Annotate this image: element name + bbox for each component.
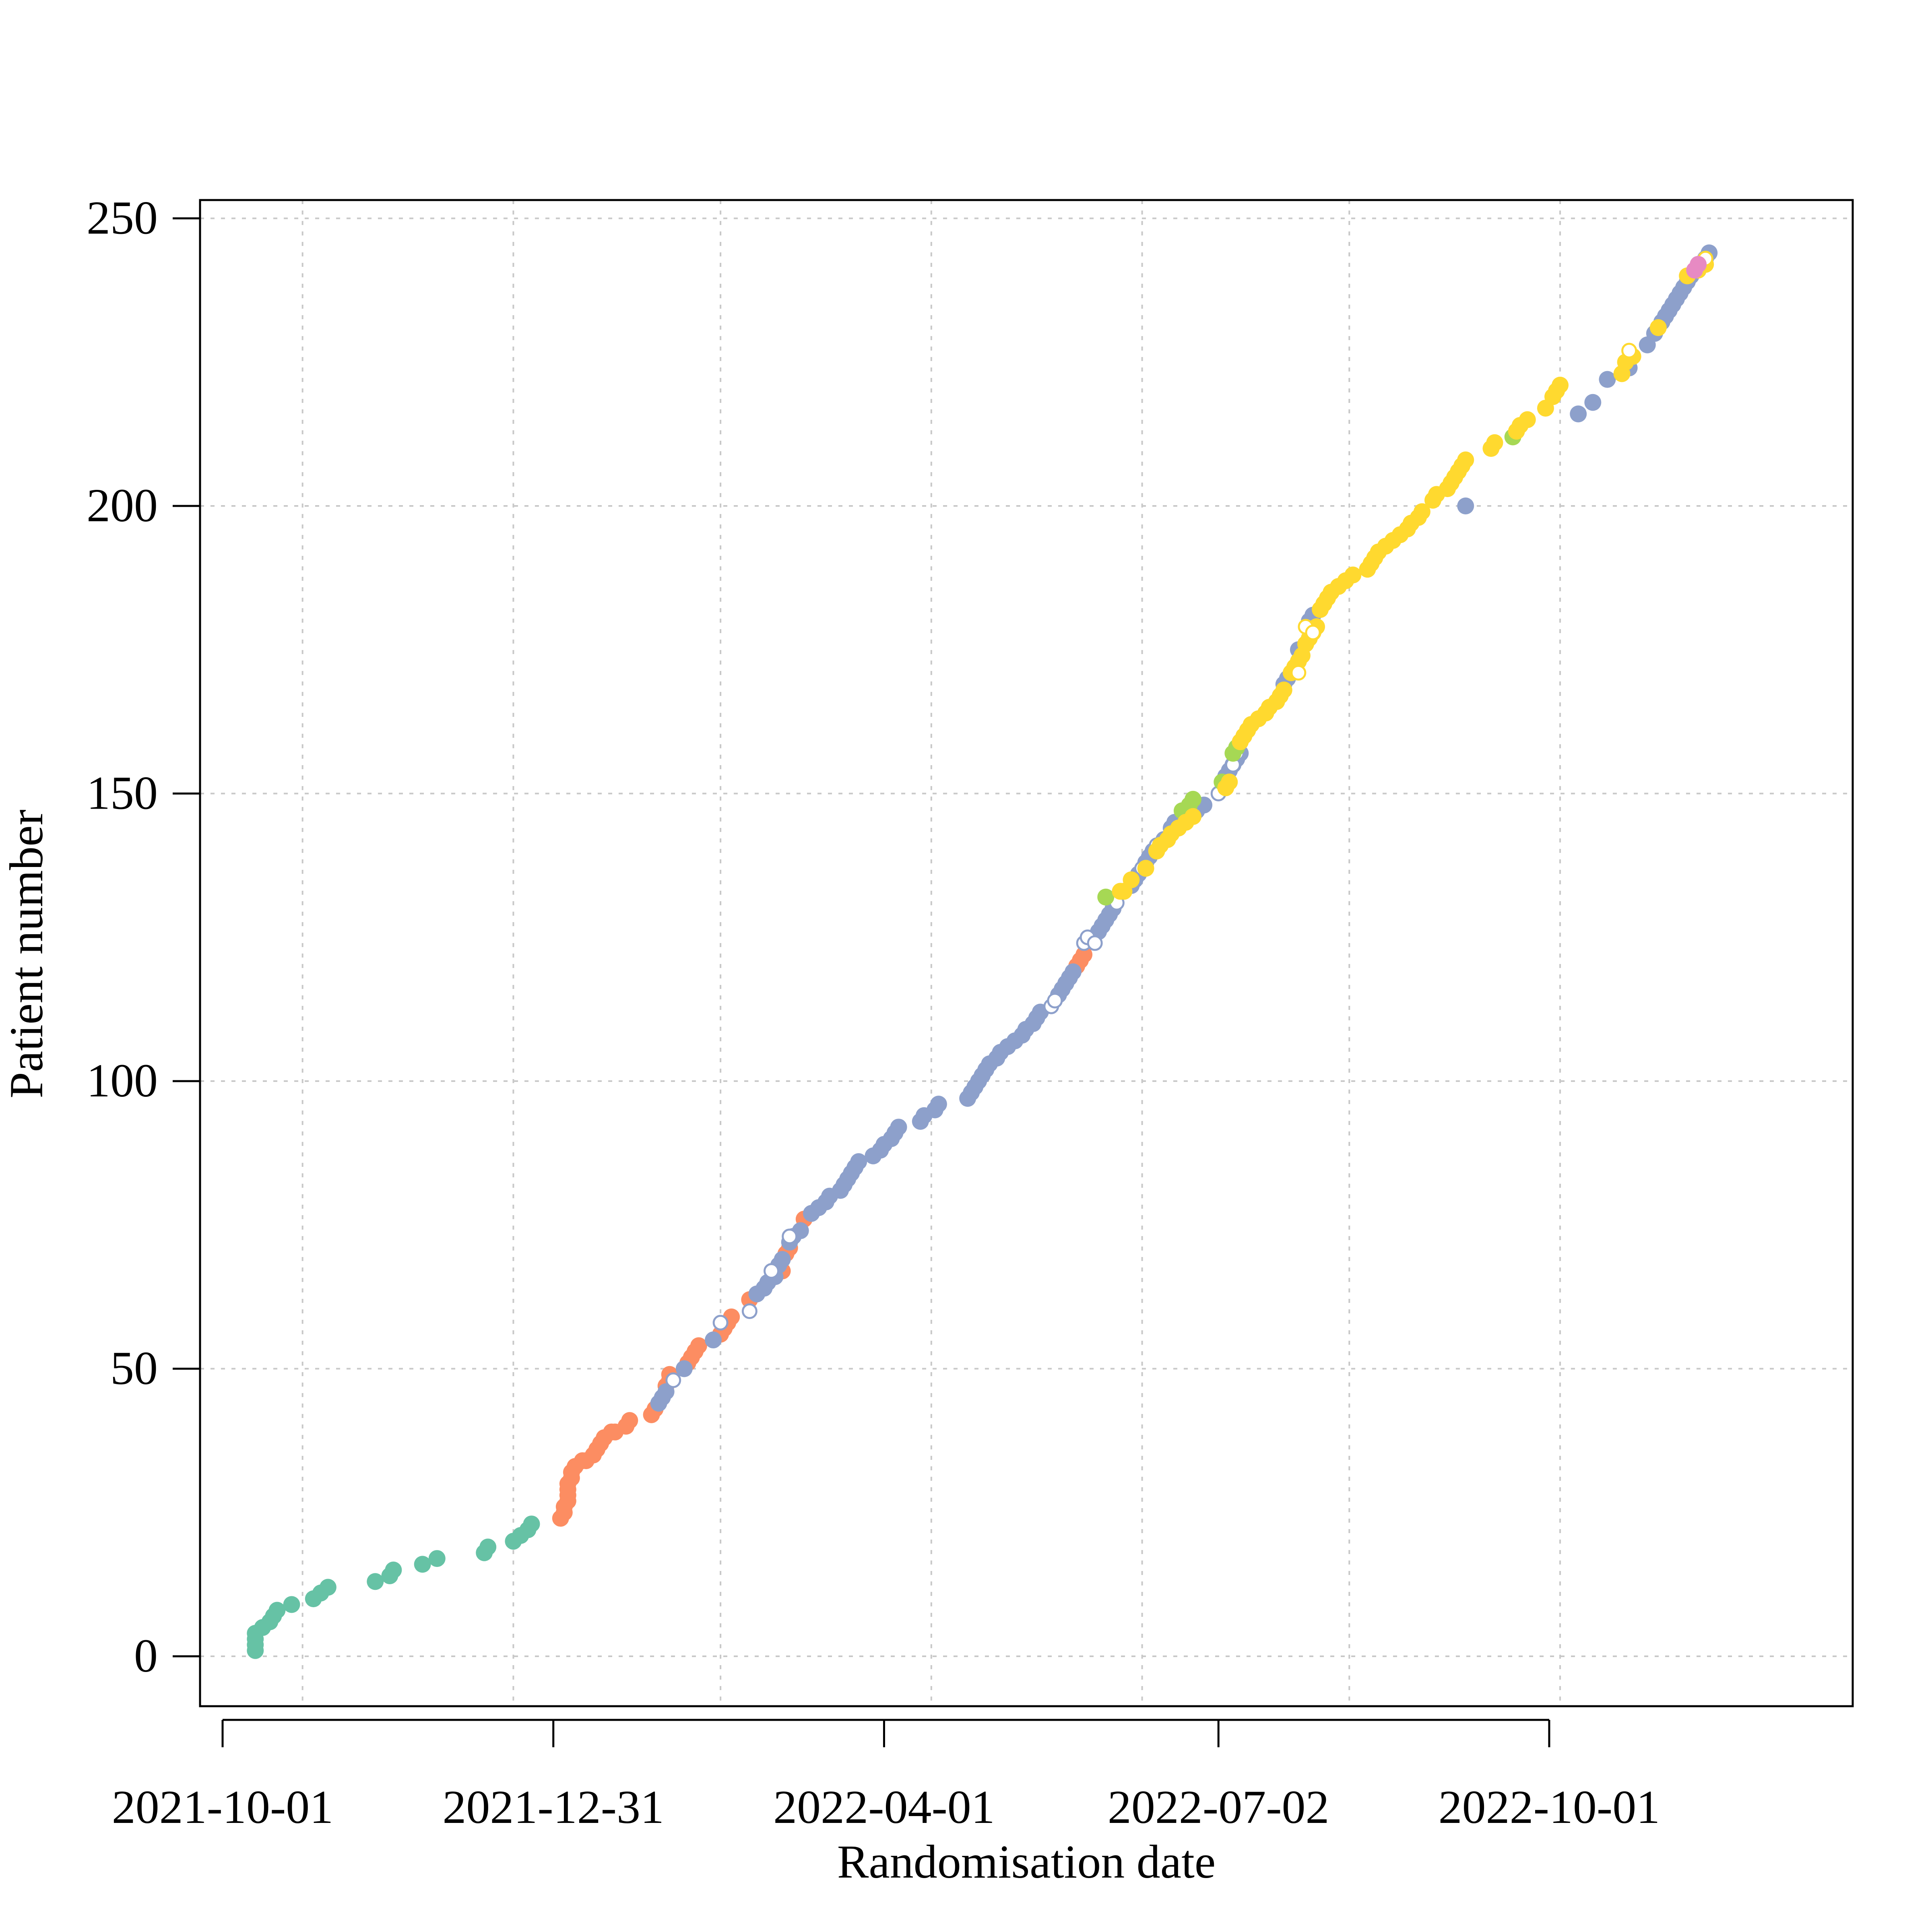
data-point bbox=[621, 1412, 638, 1429]
data-point bbox=[268, 1602, 286, 1619]
data-point bbox=[774, 1251, 791, 1268]
data-point bbox=[319, 1579, 336, 1596]
data-point bbox=[712, 1315, 729, 1331]
x-axis-label: Randomisation date bbox=[837, 1835, 1216, 1888]
grid bbox=[200, 200, 1853, 1706]
data-point bbox=[283, 1596, 300, 1613]
data-points bbox=[247, 244, 1718, 1659]
data-point bbox=[1570, 405, 1587, 423]
data-point bbox=[1097, 888, 1115, 906]
data-point bbox=[428, 1550, 446, 1567]
x-tick-label: 2022-07-02 bbox=[1108, 1781, 1329, 1833]
data-point bbox=[1087, 935, 1103, 951]
data-point bbox=[764, 1263, 780, 1279]
series-period-1 bbox=[247, 1515, 540, 1659]
series-period-5-open bbox=[1290, 251, 1713, 681]
data-point bbox=[1047, 993, 1063, 1009]
data-point bbox=[705, 1331, 722, 1349]
data-point bbox=[850, 1153, 867, 1170]
data-point bbox=[1065, 963, 1082, 980]
data-point bbox=[690, 1337, 707, 1354]
data-point bbox=[1123, 871, 1140, 888]
y-tick-label: 200 bbox=[87, 479, 158, 532]
y-axis: 0 50 100 150 200 250 bbox=[87, 192, 200, 1682]
data-point bbox=[479, 1538, 497, 1556]
data-point bbox=[1621, 343, 1637, 359]
y-tick-label: 150 bbox=[87, 767, 158, 819]
plot-frame bbox=[199, 199, 1854, 1707]
data-point bbox=[1221, 773, 1238, 791]
data-point bbox=[665, 1372, 681, 1388]
data-point bbox=[741, 1303, 758, 1319]
data-point bbox=[1690, 256, 1707, 273]
series-period-6 bbox=[1686, 256, 1707, 279]
y-axis-label: Patient number bbox=[0, 809, 53, 1098]
data-point bbox=[1552, 376, 1569, 394]
data-point bbox=[1275, 681, 1292, 699]
y-tick-label: 50 bbox=[110, 1342, 158, 1395]
data-point bbox=[675, 1360, 693, 1377]
data-point bbox=[1649, 319, 1667, 336]
data-point bbox=[1075, 946, 1093, 963]
data-point bbox=[1599, 371, 1616, 388]
x-tick-label: 2021-12-31 bbox=[442, 1781, 664, 1833]
data-point bbox=[1185, 791, 1202, 808]
data-point bbox=[890, 1119, 907, 1136]
data-point bbox=[1584, 394, 1602, 411]
data-point bbox=[1457, 451, 1474, 469]
data-point bbox=[1305, 624, 1321, 640]
data-point bbox=[1344, 566, 1362, 584]
data-point bbox=[1185, 808, 1202, 825]
y-tick-label: 250 bbox=[87, 192, 158, 244]
data-point bbox=[1457, 497, 1474, 514]
x-tick-label: 2021-10-01 bbox=[112, 1781, 334, 1833]
data-point bbox=[1519, 411, 1536, 428]
x-axis: 2021-10-01 2021-12-31 2022-04-01 2022-07-02… bbox=[112, 1719, 1660, 1833]
data-point bbox=[1413, 503, 1430, 520]
data-point bbox=[385, 1561, 402, 1579]
data-point bbox=[930, 1096, 947, 1113]
data-point bbox=[1486, 434, 1503, 451]
data-point bbox=[1137, 860, 1154, 877]
data-point bbox=[657, 1383, 675, 1400]
data-point bbox=[367, 1573, 384, 1590]
data-point bbox=[1290, 665, 1307, 681]
data-point bbox=[523, 1515, 540, 1533]
y-tick-label: 100 bbox=[87, 1054, 158, 1107]
y-tick-label: 0 bbox=[134, 1629, 158, 1682]
x-tick-label: 2022-04-01 bbox=[773, 1781, 995, 1833]
x-tick-label: 2022-10-01 bbox=[1439, 1781, 1660, 1833]
data-point bbox=[414, 1556, 431, 1573]
data-point bbox=[782, 1228, 798, 1245]
